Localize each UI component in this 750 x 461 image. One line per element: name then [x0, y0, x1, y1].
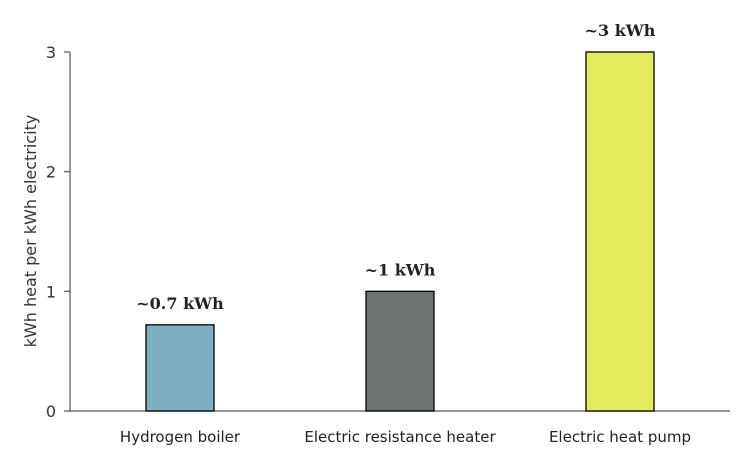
- bar-data-label: ~1 kWh: [365, 260, 436, 279]
- y-tick-label: 2: [46, 163, 56, 182]
- y-axis: 0 1 2 3: [46, 43, 71, 421]
- bar-data-label: ~0.7 kWh: [136, 294, 224, 313]
- category-label: Hydrogen boiler: [120, 428, 241, 446]
- bar: [585, 51, 655, 412]
- category-labels-group: Hydrogen boiler Electric resistance heate…: [120, 428, 691, 446]
- bar-data-label: ~3 kWh: [585, 21, 656, 40]
- bar: [365, 290, 435, 412]
- bar: [145, 324, 215, 412]
- y-axis-title: kWh heat per kWh electricity: [21, 115, 40, 348]
- category-label: Electric resistance heater: [304, 428, 496, 446]
- category-label: Electric heat pump: [549, 428, 691, 446]
- y-tick-label: 0: [46, 402, 56, 421]
- y-tick-label: 1: [46, 282, 56, 301]
- y-tick-label: 3: [46, 43, 56, 62]
- data-labels-group: ~0.7 kWh ~1 kWh ~3 kWh: [136, 21, 656, 313]
- bars-group: [145, 51, 655, 412]
